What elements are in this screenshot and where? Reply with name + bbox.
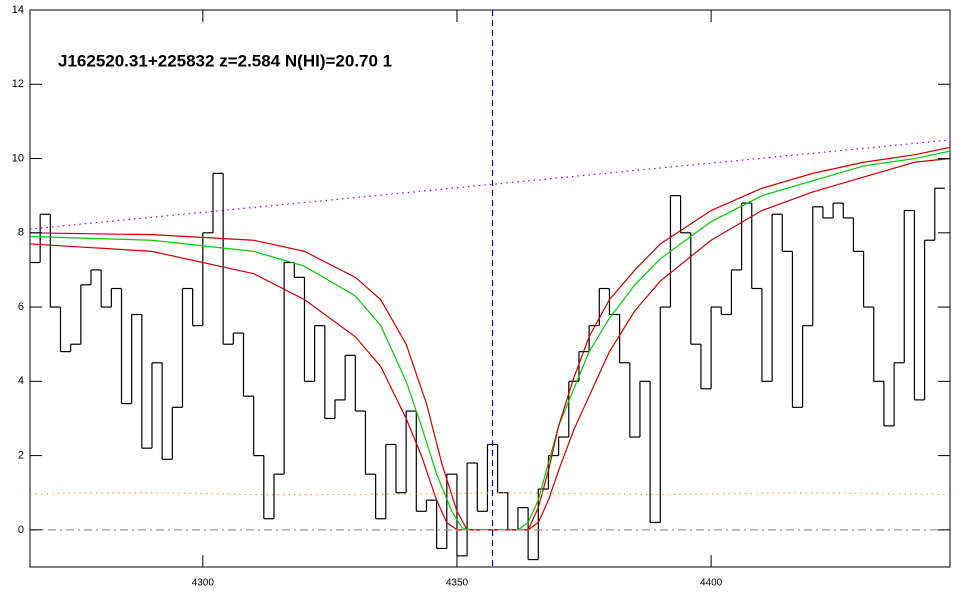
y-tick-label: 14	[12, 4, 24, 16]
y-tick-label: 10	[12, 152, 24, 164]
y-tick-label: 2	[18, 450, 24, 462]
fit-line	[30, 157, 950, 531]
fit-line	[30, 492, 950, 496]
x-tick-label: 4300	[192, 578, 215, 589]
plot-area	[30, 10, 950, 567]
fit-line	[30, 139, 950, 230]
y-tick-label: 4	[18, 375, 24, 387]
y-tick-label: 12	[12, 78, 24, 90]
y-tick-label: 8	[18, 227, 24, 239]
chart-title: J162520.31+225832 z=2.584 N(HI)=20.70 1	[58, 51, 392, 70]
x-tick-label: 4400	[700, 578, 723, 589]
y-tick-label: 6	[18, 301, 24, 313]
plot-frame	[29, 9, 951, 568]
y-tick-label: 0	[18, 524, 24, 536]
fit-line	[30, 150, 950, 531]
fit-line	[30, 146, 950, 531]
x-tick-label: 4350	[446, 578, 469, 589]
